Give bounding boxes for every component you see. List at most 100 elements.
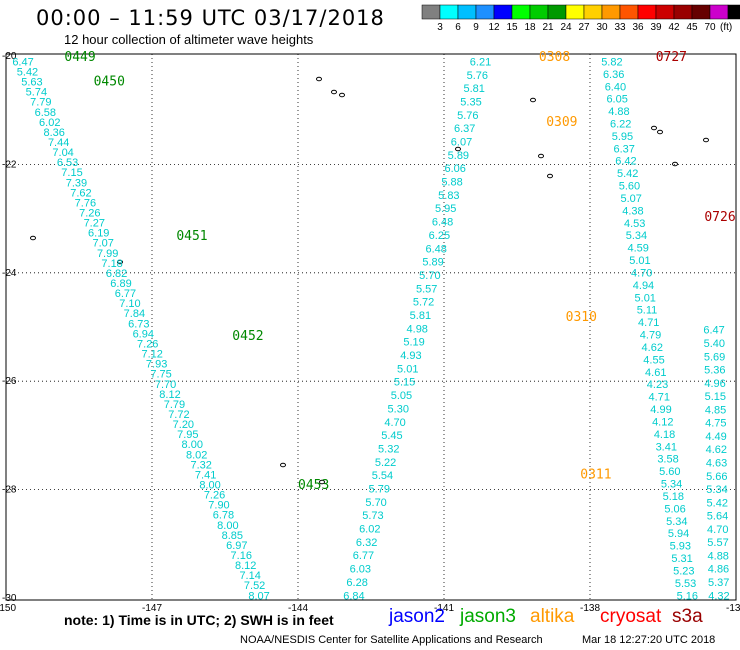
time-label: 0451 [176,229,207,244]
swh-value: 5.42 [17,66,38,78]
swh-value: 8.12 [235,560,256,572]
swh-value: 4.94 [633,280,654,292]
swh-value: 4.23 [647,379,668,391]
swh-value: 5.70 [365,497,386,509]
swh-value: 7.12 [141,349,162,361]
island-outline [339,92,345,98]
swh-value: 7.26 [79,208,100,220]
x-tick-label: -138 [580,603,600,614]
swh-value: 6.42 [615,156,636,168]
swh-value: 7.41 [195,469,216,481]
swh-value: 5.82 [601,56,622,68]
colorbar-label: 9 [473,22,479,33]
colorbar-swatch [727,4,740,20]
colorbar-unit: (ft) [720,22,733,33]
swh-value: 5.60 [619,181,640,193]
swh-value: 7.79 [164,399,185,411]
swh-value: 4.71 [638,317,659,329]
island-outline [30,235,36,241]
swh-value: 5.06 [664,503,685,515]
swh-value: 4.86 [708,564,729,576]
swh-value: 5.72 [413,297,434,309]
axis-ticks: -150 -147 -144 -141 -138 -135 -20 -22 -24 -26 -28 -… [0,51,740,614]
colorbar-label: 18 [524,22,536,33]
colorbar-label: 6 [455,22,461,33]
swh-value: 8.02 [186,449,207,461]
plot-frame [5,53,737,601]
swh-value: 6.05 [606,94,627,106]
swh-value: 7.79 [30,97,51,109]
island-outline [316,76,322,82]
swh-value: 6.78 [213,510,234,522]
swh-value: 4.62 [706,444,727,456]
swh-value: 7.76 [75,197,96,209]
island-outline [657,129,663,135]
swh-value: 6.37 [613,143,634,155]
data-tracks: 6.475.425.635.747.796.586.028.367.447.04… [12,56,729,602]
swh-value: 6.73 [128,318,149,330]
swh-value: 6.02 [359,524,380,536]
swh-value: 5.95 [612,131,633,143]
colorbar-label: 3 [437,22,443,33]
x-tick-label: -147 [142,603,162,614]
swh-value: 4.88 [708,550,729,562]
swh-value: 7.27 [84,218,105,230]
swh-value: 7.26 [137,338,158,350]
swh-value: 7.62 [70,187,91,199]
colorbar-swatch [601,4,621,20]
islands [30,76,709,485]
swh-value: 4.93 [400,350,421,362]
swh-value: 6.77 [115,288,136,300]
swh-value: 6.06 [444,163,465,175]
swh-value: 7.15 [61,167,82,179]
swh-value: 4.32 [708,590,729,602]
time-label: 0309 [546,115,577,130]
swh-value: 8.85 [222,530,243,542]
swh-value: 8.00 [199,479,220,491]
swh-value: 7.20 [173,419,194,431]
colorbar-swatch [439,4,459,20]
swh-value: 6.97 [226,540,247,552]
swh-value: 6.89 [110,278,131,290]
swh-value: 5.88 [441,177,462,189]
swh-value: 4.59 [628,243,649,255]
credit-text: NOAA/NESDIS Center for Satellite Applica… [240,634,543,646]
time-label: 0310 [566,310,597,325]
time-label: 0726 [704,210,735,225]
swh-value: 4.53 [624,218,645,230]
colorbar-swatch [637,4,657,20]
swh-value: 7.32 [190,459,211,471]
swh-value: 8.07 [248,590,269,602]
swh-value: 5.15 [705,391,726,403]
swh-value: 5.94 [668,528,689,540]
swh-value: 6.77 [353,550,374,562]
swh-value: 7.10 [119,298,140,310]
colorbar-swatch [673,4,693,20]
swh-value: 4.61 [645,367,666,379]
time-label: 0727 [656,50,687,65]
swh-value: 8.36 [43,127,64,139]
colorbar-swatch [547,4,567,20]
mission-s3a: s3a [672,606,703,627]
swh-value: 5.18 [663,491,684,503]
colorbar-swatch [691,4,711,20]
swh-value: 5.16 [677,590,698,602]
colorbar-label: 27 [578,22,590,33]
swh-value: 8.00 [182,439,203,451]
swh-value: 5.69 [704,351,725,363]
swh-value: 3.41 [656,441,677,453]
colorbar-swatch [529,4,549,20]
swh-value: 5.36 [704,365,725,377]
mission-cryosat: cryosat [600,606,662,627]
swh-value: 4.96 [704,378,725,390]
swh-value: 7.16 [231,550,252,562]
swh-value: 5.89 [422,257,443,269]
colorbar-swatch [457,4,477,20]
colorbar-swatch [421,4,441,20]
mission-jason2: jason2 [389,606,445,627]
swh-value: 3.58 [657,454,678,466]
island-outline [530,97,536,103]
swh-value: 4.75 [705,418,726,430]
swh-value: 4.18 [654,429,675,441]
swh-value: 4.71 [649,392,670,404]
